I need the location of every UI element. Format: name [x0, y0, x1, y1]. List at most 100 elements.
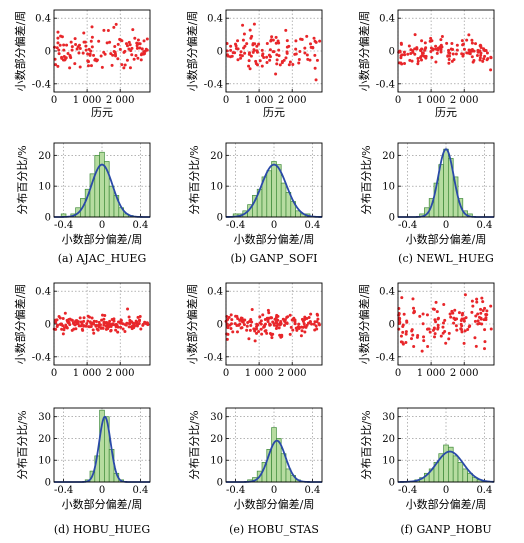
scatter-point — [56, 30, 60, 34]
scatter-point — [277, 54, 281, 58]
scatter-point — [92, 319, 96, 323]
hist-ytick-label: 30 — [382, 412, 395, 423]
scatter-point — [104, 327, 108, 331]
scatter-point — [284, 28, 288, 32]
scatter-point — [122, 66, 126, 70]
scatter-point — [476, 50, 480, 54]
hist-bar — [108, 185, 115, 218]
scatter-point — [460, 330, 464, 334]
scatter-point — [57, 48, 61, 52]
panel-caption: (e) HOBU_STAS — [229, 523, 319, 536]
scatter-point — [291, 62, 295, 66]
hist-xtick-label: 0.4 — [304, 485, 320, 496]
scatter-point — [423, 47, 427, 51]
scatter-ylabel: 小数部分偏差/周 — [357, 284, 371, 365]
scatter-point — [133, 36, 137, 40]
scatter-point — [136, 56, 140, 60]
scatter-point — [116, 42, 120, 46]
scatter-ytick-label: -0.4 — [32, 352, 51, 363]
hist-xtick-label: 0 — [271, 485, 277, 496]
scatter-point — [313, 66, 317, 70]
scatter-point — [253, 339, 257, 343]
scatter-point — [287, 44, 291, 48]
scatter-frame — [225, 9, 323, 93]
scatter-point — [489, 56, 493, 60]
scatter-point — [303, 51, 307, 55]
scatter-point — [481, 59, 485, 63]
hist-ytick-label: 0 — [389, 478, 395, 489]
scatter-point — [69, 40, 73, 44]
scatter-point — [434, 300, 438, 304]
scatter-point — [425, 313, 429, 317]
scatter-point — [447, 337, 451, 341]
scatter-point — [415, 47, 419, 51]
scatter-point — [399, 61, 403, 65]
scatter-ytick-label: 0 — [217, 320, 223, 331]
scatter-point — [463, 293, 467, 297]
scatter-point — [231, 330, 235, 334]
scatter-point — [450, 42, 454, 46]
scatter-point — [131, 28, 135, 32]
scatter-point — [317, 322, 321, 326]
scatter-point — [301, 319, 305, 323]
scatter-point — [420, 51, 424, 55]
hist-ytick-label: 0 — [389, 213, 395, 224]
scatter-point — [97, 39, 101, 43]
scatter-point — [142, 39, 146, 43]
scatter-point — [398, 50, 402, 54]
hist-xtick-label: 0.4 — [132, 220, 148, 231]
scatter-point — [92, 322, 96, 326]
scatter-point — [287, 63, 291, 67]
scatter-point — [435, 310, 439, 314]
scatter-point — [268, 58, 272, 62]
scatter-point — [229, 48, 233, 52]
scatter-point — [313, 39, 317, 43]
scatter-point — [119, 319, 123, 323]
scatter-point — [266, 308, 270, 312]
scatter-point — [259, 327, 263, 331]
scatter-point — [245, 324, 249, 328]
scatter-point — [459, 322, 463, 326]
scatter-point — [274, 319, 278, 323]
scatter-xtick-label: 1 000 — [245, 95, 274, 106]
scatter-point — [434, 44, 438, 48]
hist-ytick-label: 30 — [210, 412, 223, 423]
scatter-point — [81, 51, 85, 55]
scatter-point — [300, 38, 304, 42]
scatter-point — [228, 323, 232, 327]
scatter-point — [421, 312, 425, 316]
scatter-point — [277, 326, 281, 330]
scatter-point — [426, 327, 430, 331]
hist-xtick-label: 0.4 — [476, 220, 492, 231]
scatter-point — [102, 322, 106, 326]
scatter-point — [411, 50, 415, 54]
scatter-point — [86, 64, 90, 68]
scatter-point — [448, 312, 452, 316]
scatter-point — [416, 59, 420, 63]
scatter-point — [255, 44, 259, 48]
scatter-point — [106, 28, 110, 32]
scatter-point — [305, 53, 309, 57]
hist-ytick-label: 30 — [38, 412, 51, 423]
scatter-point — [312, 322, 316, 326]
scatter-point — [102, 317, 106, 321]
scatter-point — [135, 44, 139, 48]
scatter-point — [472, 49, 476, 53]
scatter-point — [400, 296, 404, 300]
panel-caption: (a) AJAC_HUEG — [58, 252, 147, 265]
scatter-point — [135, 46, 139, 50]
scatter-point — [260, 332, 264, 336]
scatter-point — [284, 56, 288, 60]
scatter-xtick-label: 1 000 — [245, 368, 274, 379]
scatter-point — [260, 64, 264, 68]
scatter-point — [315, 58, 319, 62]
hist-bar — [443, 148, 449, 218]
scatter-point — [412, 345, 416, 349]
scatter-point — [433, 335, 437, 339]
scatter-point — [124, 42, 128, 46]
scatter-point — [75, 47, 79, 51]
